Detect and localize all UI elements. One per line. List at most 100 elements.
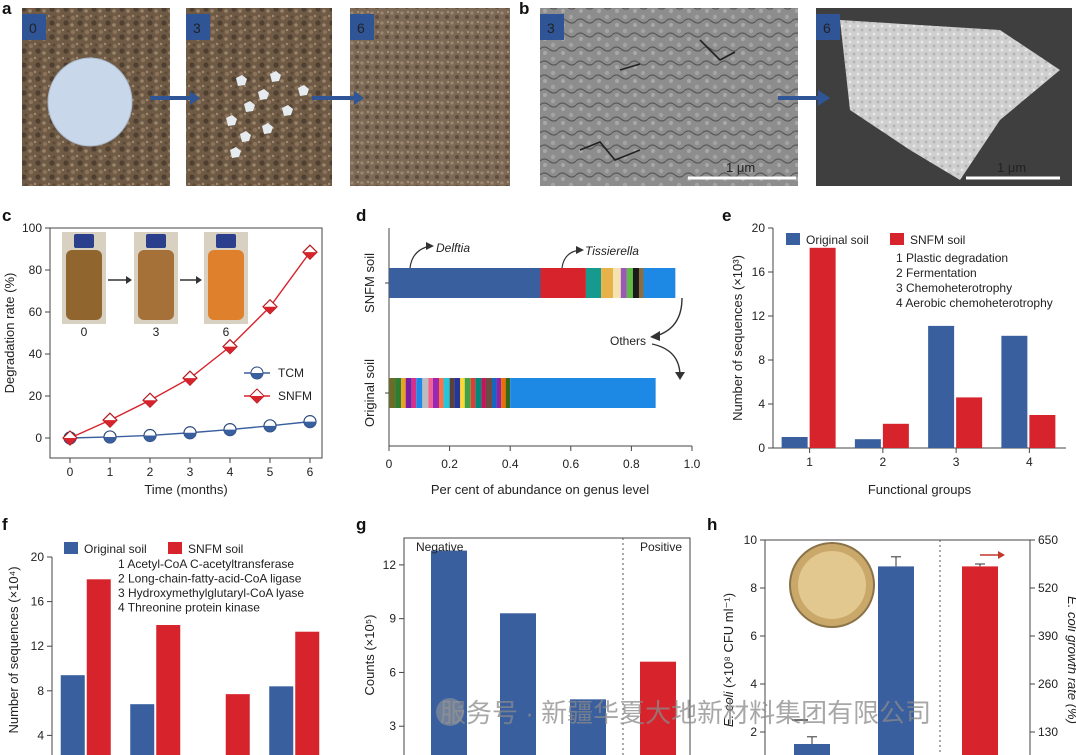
y-axis-label-left: E. coli (×10⁸ CFU ml⁻¹) <box>721 593 736 727</box>
membrane-fragment <box>230 147 241 158</box>
x-tick-label: 1.0 <box>684 457 701 471</box>
legend-label: TCM <box>278 366 304 380</box>
genus-segment <box>432 378 439 408</box>
bar-0 <box>928 325 955 448</box>
ecoli-bar <box>962 566 998 755</box>
y-tick-label: 12 <box>752 309 766 323</box>
section-label-positive: Positive <box>640 540 682 554</box>
others-arrow-down <box>651 343 681 377</box>
membrane-fragment <box>226 115 237 126</box>
genus-segment <box>438 378 444 408</box>
scale-bar-label: 1 μm <box>726 160 755 175</box>
y-axis-label-right: E. coli growth rate (%) <box>1065 596 1076 724</box>
x-tick-label: 1 <box>806 455 813 469</box>
membrane-fragment <box>270 71 281 82</box>
sem-badge-label: 3 <box>547 20 555 36</box>
genus-segment <box>505 378 511 408</box>
y-tick-label: 4 <box>37 728 44 742</box>
chart-h-plot: 2 4 6 8 10 130 260 390 520 650 E. coli (×10⁸ CFU m… <box>721 533 1076 755</box>
x-tick-label: 2 <box>147 465 154 479</box>
genus-segment <box>443 378 450 408</box>
snfm-point-fill <box>63 438 77 445</box>
legend-label: SNFM soil <box>188 542 243 556</box>
bar-1 <box>295 631 320 755</box>
x-tick-label: 1 <box>107 465 114 479</box>
bar-1 <box>156 625 181 755</box>
y-axis-label: Degradation rate (%) <box>2 273 17 394</box>
y-tick-label: 8 <box>37 684 44 698</box>
bar-1 <box>882 423 909 448</box>
y-tick-label-left: 8 <box>750 581 757 595</box>
others-arrow-head <box>650 331 660 341</box>
membrane-fragment <box>262 123 273 134</box>
watermark-text: 服务号 · 新疆华夏大地新材料集团有限公司 <box>440 698 931 728</box>
genus-segment <box>510 378 656 408</box>
legend-swatch <box>168 542 182 554</box>
y-tick-label: 12 <box>31 639 45 653</box>
membrane-fragment <box>240 131 251 142</box>
panel-letter-f: f <box>2 515 8 534</box>
panel-a-photos: 0 3 6 <box>22 8 510 186</box>
legend-label: SNFM soil <box>910 233 965 247</box>
genus-segment <box>475 378 482 408</box>
ecoli-bar <box>878 566 914 755</box>
panel-letter-b: b <box>519 0 529 18</box>
x-tick-label: 0.4 <box>502 457 519 471</box>
genus-segment <box>389 378 396 408</box>
bar-0 <box>269 686 294 755</box>
membrane-fragment <box>258 89 269 100</box>
y-tick-label: 20 <box>752 221 766 235</box>
legend-swatch <box>64 542 78 554</box>
row-label: SNFM soil <box>362 253 377 313</box>
membrane-fragment <box>282 105 293 116</box>
arrow-icon <box>818 90 830 106</box>
y-tick-label: 80 <box>29 263 43 277</box>
count-bar <box>640 661 676 755</box>
y-tick-label: 6 <box>389 665 396 679</box>
bottle-liquid <box>66 250 102 320</box>
x-axis-label: Functional groups <box>868 482 972 497</box>
genus-segment <box>613 268 621 298</box>
genus-segment <box>389 268 541 298</box>
legend-swatch <box>890 233 904 245</box>
panel-letter-c: c <box>2 206 11 225</box>
arrow-icon <box>354 91 364 105</box>
genus-segment <box>481 378 486 408</box>
x-tick-label: 3 <box>953 455 960 469</box>
y-tick-label-left: 10 <box>744 533 758 547</box>
sem-badge <box>540 14 564 40</box>
right-axis-arrow-head <box>998 551 1005 559</box>
y-tick-label-left: 4 <box>750 677 757 691</box>
x-axis-label: Per cent of abundance on genus level <box>431 482 649 497</box>
soil-photo-1 <box>186 8 332 186</box>
bar-0 <box>781 437 808 448</box>
x-tick-label: 4 <box>227 465 234 479</box>
tcm-point-fill <box>224 429 237 436</box>
genus-segment <box>411 378 417 408</box>
chart-d-plot: 0 0.2 0.4 0.6 0.8 1.0 Per cent of abundance on… <box>362 228 701 497</box>
tcm-point-fill <box>184 432 196 439</box>
inset-arrow-head <box>126 276 132 284</box>
y-tick-label: 0 <box>35 431 42 445</box>
x-tick-label: 0.2 <box>441 457 458 471</box>
genus-segment <box>643 268 676 298</box>
tcm-point-fill <box>144 435 156 442</box>
genus-segment <box>464 378 471 408</box>
genus-segment <box>428 378 433 408</box>
bar-0 <box>130 704 155 755</box>
y-tick-label-right: 390 <box>1038 629 1058 643</box>
chart-f-plot: 4 8 12 16 20 Number of sequences (×10⁴) Origin… <box>6 542 320 755</box>
bar-1 <box>86 579 111 755</box>
genus-segment <box>449 378 455 408</box>
genus-segment <box>638 268 644 298</box>
annotation-arrow-head <box>426 242 434 250</box>
y-tick-label: 8 <box>758 353 765 367</box>
petri-dish-agar <box>798 551 866 619</box>
scale-bar-label: 1 μm <box>997 160 1026 175</box>
x-tick-label: 3 <box>187 465 194 479</box>
x-tick-label: 2 <box>880 455 887 469</box>
y-tick-label: 9 <box>389 612 396 626</box>
y-label-italic-part: E. coli <box>721 691 736 728</box>
